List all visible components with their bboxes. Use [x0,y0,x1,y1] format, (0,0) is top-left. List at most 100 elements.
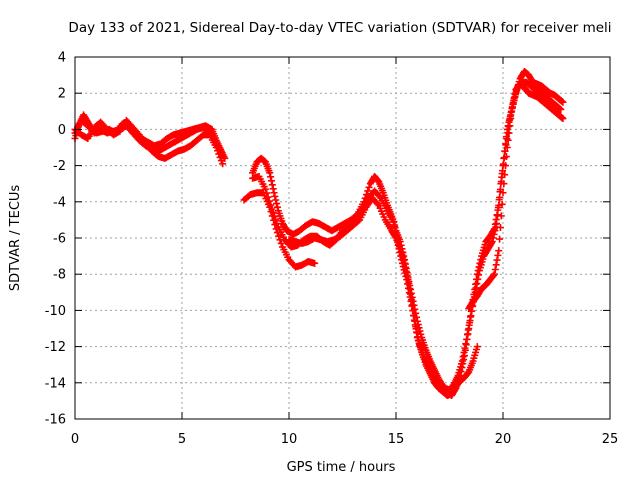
track-c-point [401,269,409,277]
track-c-point [494,204,502,212]
track-c-point [506,112,514,120]
track-c-point [503,135,511,143]
track-b-point [490,271,498,279]
track-c-point [403,276,411,284]
track-b-point [493,256,501,264]
track-c-point [392,232,400,240]
track-a-point [271,192,279,200]
track-c-point [273,220,281,228]
x-tick-label: 20 [495,432,512,447]
track-c-point [398,256,406,264]
track-c-point [508,104,516,112]
track-a-point [364,187,372,195]
y-tick-label: 0 [58,123,66,138]
track-b-point [559,115,567,123]
x-tick-label: 15 [388,432,405,447]
track-c-point [410,316,418,324]
track-c-point [402,272,410,280]
track-a-point [269,185,277,193]
x-tick-label: 0 [71,432,79,447]
track-c-point [406,293,414,301]
track-c-point [475,271,483,279]
x-axis-label: GPS time / hours [287,460,396,475]
track-c-point [471,288,479,296]
track-c-point [505,116,513,124]
data-points [71,67,567,399]
track-c-point [488,238,496,246]
track-c-point [470,293,478,301]
track-a-point [365,183,373,191]
track-c-point [261,185,269,193]
track-c-point [474,275,482,283]
track-c-point [491,227,499,235]
track-c-point [487,239,495,247]
track-b-point [494,251,502,259]
track-c-point [502,141,510,149]
track-c-point [267,201,275,209]
track-c-point [415,337,423,345]
track-c-point [496,188,504,196]
chart-title: Day 133 of 2021, Sidereal Day-to-day VTE… [68,20,611,36]
track-c-point [463,331,471,339]
track-b-point [311,259,319,267]
track-c-point [376,193,384,201]
track-c-point [492,223,500,231]
track-b-point [491,265,499,273]
track-a-point [559,98,567,106]
track-c-point [263,189,271,197]
track-c-point [509,100,517,108]
track-c-point [498,173,506,181]
track-c-point [269,209,277,217]
track-c-point [411,321,419,329]
track-b-point [277,239,285,247]
track-c-point [473,280,481,288]
y-tick-label: -12 [45,340,66,355]
y-tick-label: -10 [45,304,66,319]
track-b-point [492,261,500,269]
track-c-point [392,227,400,235]
x-tick-label: 10 [281,432,298,447]
track-c-point [557,105,565,113]
track-b-point [275,232,283,240]
track-c-point [507,108,515,116]
track-a-point [267,177,275,185]
track-c-point [413,329,421,337]
track-c-point [463,335,471,343]
track-c-point [461,344,469,352]
track-a-point [270,189,278,197]
track-c-point [466,317,474,325]
track-b-point [217,157,225,165]
track-c-point [472,284,480,292]
track-c-point [265,197,273,205]
track-c-point [464,326,472,334]
track-c-point [404,280,412,288]
track-c-point [495,196,503,204]
track-c-point [410,311,418,319]
track-b-point [473,343,481,351]
y-tick-label: 2 [58,87,66,102]
track-a-point [268,181,276,189]
track-c-point [270,212,278,220]
track-c-point [404,284,412,292]
track-c-point [490,230,498,238]
track-c-point [219,151,227,159]
track-a-point [267,173,275,181]
track-c-point [405,289,413,297]
track-a-point [273,200,281,208]
track-c-point [465,321,473,329]
track-c-point [489,234,497,242]
y-axis-label: SDTVAR / TECUs [8,185,23,292]
track-c-point [469,298,477,306]
track-c-point [460,348,468,356]
track-c-point [462,340,470,348]
x-tick-label: 25 [602,432,619,447]
track-c-point [391,222,399,230]
track-c-point [396,248,404,256]
track-c-point [505,123,513,131]
track-c-point [499,167,507,175]
track-b-point [490,270,498,278]
track-c-point [493,212,501,220]
track-c-point [272,216,280,224]
track-c-point [395,245,403,253]
